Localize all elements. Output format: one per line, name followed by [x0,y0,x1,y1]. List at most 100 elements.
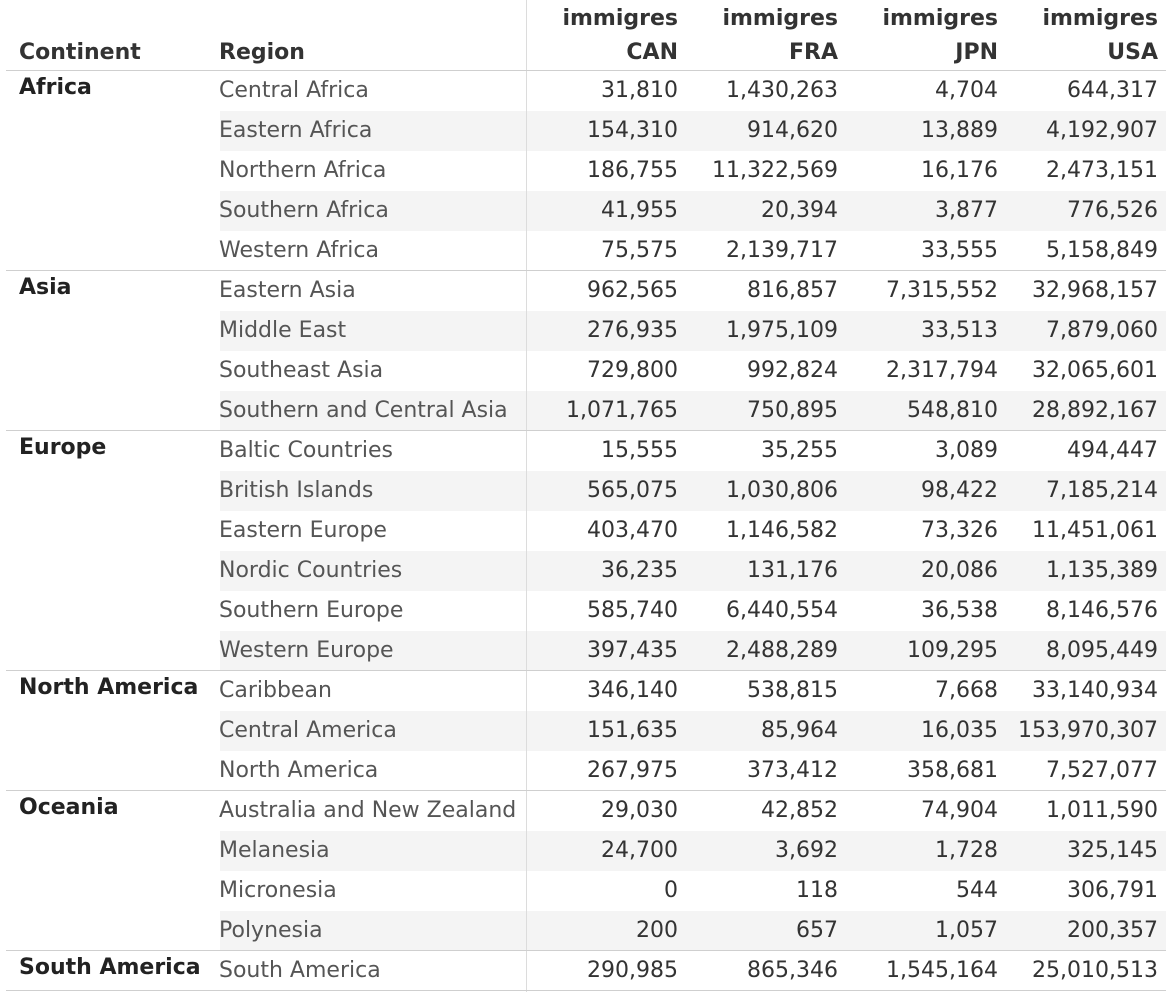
value-cell[interactable]: 6,440,554 [726,598,838,623]
continent-label[interactable]: Asia [19,275,72,300]
region-label[interactable]: Polynesia [219,918,323,943]
value-cell[interactable]: 1,975,109 [726,318,838,343]
column-header-usa-country[interactable]: USA [1107,40,1158,65]
value-cell[interactable]: 74,904 [921,798,998,823]
value-cell[interactable]: 109,295 [907,638,998,663]
value-cell[interactable]: 397,435 [587,638,678,663]
continent-label[interactable]: Europe [19,435,107,460]
value-cell[interactable]: 186,755 [587,158,678,183]
value-cell[interactable]: 1,057 [935,918,998,943]
value-cell[interactable]: 16,035 [921,718,998,743]
column-header-can-country[interactable]: CAN [626,40,678,65]
region-label[interactable]: Nordic Countries [219,558,403,583]
value-cell[interactable]: 73,326 [921,518,998,543]
value-cell[interactable]: 15,555 [601,438,678,463]
region-label[interactable]: Caribbean [219,678,332,703]
value-cell[interactable]: 0 [664,878,678,903]
value-cell[interactable]: 36,235 [601,558,678,583]
value-cell[interactable]: 24,700 [601,838,678,863]
region-label[interactable]: Melanesia [219,838,330,863]
column-header-jpn-measure[interactable]: immigres [882,6,998,31]
value-cell[interactable]: 3,692 [775,838,838,863]
continent-label[interactable]: North America [19,675,199,700]
value-cell[interactable]: 151,635 [587,718,678,743]
region-label[interactable]: Middle East [219,318,347,343]
column-header-jpn-country[interactable]: JPN [955,40,998,65]
value-cell[interactable]: 403,470 [587,518,678,543]
value-cell[interactable]: 1,545,164 [886,958,998,983]
region-label[interactable]: Central Africa [219,78,369,103]
value-cell[interactable]: 548,810 [907,398,998,423]
value-cell[interactable]: 992,824 [747,358,838,383]
value-cell[interactable]: 11,322,569 [712,158,838,183]
value-cell[interactable]: 154,310 [587,118,678,143]
value-cell[interactable]: 585,740 [587,598,678,623]
column-header-can-measure[interactable]: immigres [562,6,678,31]
value-cell[interactable]: 118 [796,878,838,903]
value-cell[interactable]: 4,192,907 [1046,118,1158,143]
value-cell[interactable]: 75,575 [601,238,678,263]
value-cell[interactable]: 565,075 [587,478,678,503]
value-cell[interactable]: 33,555 [921,238,998,263]
value-cell[interactable]: 11,451,061 [1032,518,1158,543]
value-cell[interactable]: 914,620 [747,118,838,143]
value-cell[interactable]: 729,800 [587,358,678,383]
value-cell[interactable]: 36,538 [921,598,998,623]
value-cell[interactable]: 276,935 [587,318,678,343]
region-label[interactable]: Baltic Countries [219,438,394,463]
region-label[interactable]: Central America [219,718,397,743]
continent-label[interactable]: Oceania [19,795,119,820]
region-label[interactable]: Northern Africa [219,158,387,183]
value-cell[interactable]: 816,857 [747,278,838,303]
value-cell[interactable]: 8,146,576 [1046,598,1158,623]
region-label[interactable]: Southern and Central Asia [219,398,508,423]
continent-label[interactable]: South America [19,955,201,980]
value-cell[interactable]: 13,889 [921,118,998,143]
value-cell[interactable]: 325,145 [1067,838,1158,863]
value-cell[interactable]: 865,346 [747,958,838,983]
region-label[interactable]: Eastern Europe [219,518,387,543]
value-cell[interactable]: 4,704 [935,78,998,103]
value-cell[interactable]: 7,879,060 [1046,318,1158,343]
region-label[interactable]: North America [219,758,379,783]
value-cell[interactable]: 35,255 [761,438,838,463]
value-cell[interactable]: 16,176 [921,158,998,183]
value-cell[interactable]: 32,968,157 [1032,278,1158,303]
value-cell[interactable]: 358,681 [907,758,998,783]
value-cell[interactable]: 962,565 [587,278,678,303]
region-label[interactable]: Australia and New Zealand [219,798,517,823]
value-cell[interactable]: 1,135,389 [1046,558,1158,583]
region-label[interactable]: Southeast Asia [219,358,384,383]
value-cell[interactable]: 7,315,552 [886,278,998,303]
value-cell[interactable]: 494,447 [1067,438,1158,463]
value-cell[interactable]: 1,030,806 [726,478,838,503]
value-cell[interactable]: 1,430,263 [726,78,838,103]
value-cell[interactable]: 29,030 [601,798,678,823]
value-cell[interactable]: 657 [796,918,838,943]
value-cell[interactable]: 32,065,601 [1032,358,1158,383]
value-cell[interactable]: 544 [956,878,998,903]
value-cell[interactable]: 2,317,794 [886,358,998,383]
value-cell[interactable]: 1,146,582 [726,518,838,543]
region-label[interactable]: Micronesia [219,878,337,903]
value-cell[interactable]: 1,011,590 [1046,798,1158,823]
value-cell[interactable]: 7,527,077 [1046,758,1158,783]
region-label[interactable]: Eastern Africa [219,118,373,143]
value-cell[interactable]: 2,488,289 [726,638,838,663]
region-label[interactable]: Western Europe [219,638,394,663]
region-label[interactable]: British Islands [219,478,374,503]
value-cell[interactable]: 33,513 [921,318,998,343]
value-cell[interactable]: 267,975 [587,758,678,783]
value-cell[interactable]: 3,877 [935,198,998,223]
region-label[interactable]: Southern Africa [219,198,389,223]
value-cell[interactable]: 20,086 [921,558,998,583]
value-cell[interactable]: 33,140,934 [1032,678,1158,703]
region-label[interactable]: South America [219,958,381,983]
value-cell[interactable]: 7,185,214 [1046,478,1158,503]
row-header-continent[interactable]: Continent [19,40,141,65]
value-cell[interactable]: 538,815 [747,678,838,703]
value-cell[interactable]: 85,964 [761,718,838,743]
value-cell[interactable]: 776,526 [1067,198,1158,223]
value-cell[interactable]: 31,810 [601,78,678,103]
value-cell[interactable]: 5,158,849 [1046,238,1158,263]
